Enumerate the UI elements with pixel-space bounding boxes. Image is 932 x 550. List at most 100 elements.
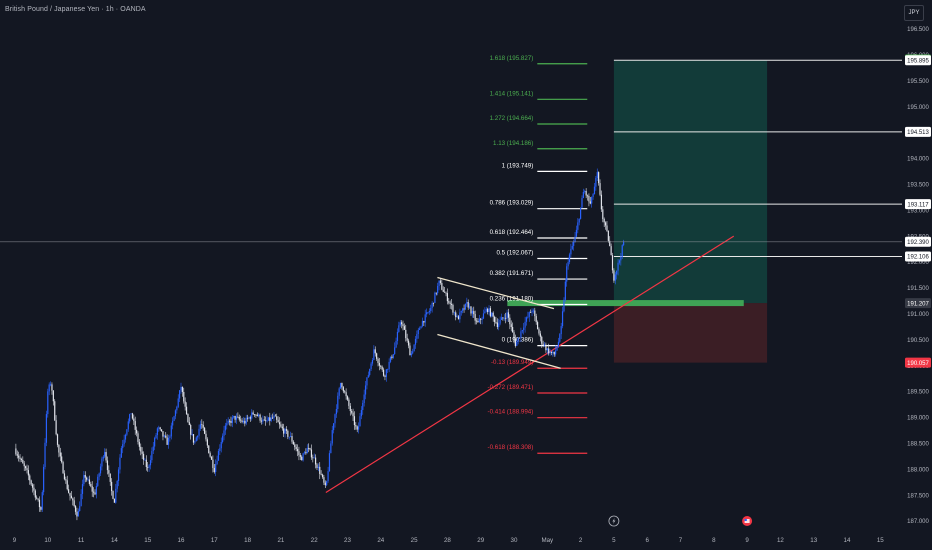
- candle-body: [291, 436, 293, 442]
- candle-body: [160, 429, 163, 432]
- candle-body: [459, 312, 461, 320]
- x-tick-label: 11: [78, 537, 85, 544]
- candle-body: [521, 330, 523, 332]
- candle-body: [611, 255, 614, 271]
- time-axis[interactable]: 9 10 11 14 15 16 17 18 21 22 23 24 25 28 29 30 May 2 5 6 7 8 9…: [13, 537, 885, 544]
- currency-button[interactable]: JPY: [904, 5, 924, 21]
- candle-body: [364, 385, 367, 395]
- target-zone: [613, 60, 768, 304]
- candle-body: [273, 415, 275, 419]
- candle-body: [281, 426, 283, 429]
- candle-body: [423, 321, 425, 323]
- candle-body: [506, 312, 508, 319]
- candle-body: [162, 431, 164, 437]
- candle-body: [317, 466, 319, 468]
- fib-level-label: 0.236 (191.180): [490, 295, 534, 302]
- y-tick-label: 191.000: [907, 312, 929, 318]
- candle-body: [84, 475, 86, 478]
- candle-body: [222, 435, 224, 442]
- candle-body: [247, 417, 249, 419]
- candle-body: [140, 446, 142, 452]
- candle-body: [584, 191, 586, 193]
- candle-body: [392, 354, 394, 358]
- candle-body: [326, 481, 328, 486]
- candle-body: [256, 414, 258, 416]
- candle-body: [503, 317, 505, 319]
- candle-body: [391, 356, 393, 358]
- price-label-box: [905, 298, 931, 309]
- candle-body: [194, 441, 196, 443]
- candle-body: [15, 448, 17, 455]
- candle-body: [495, 321, 497, 323]
- candle-body: [488, 308, 490, 313]
- x-tick-label: 10: [44, 537, 51, 544]
- candle-body: [548, 348, 550, 354]
- candle-body: [463, 308, 465, 310]
- candle-body: [259, 414, 261, 421]
- candle-body: [38, 499, 41, 508]
- candle-body: [51, 384, 53, 391]
- candle-body: [198, 428, 200, 436]
- candle-body: [610, 246, 612, 256]
- candle-body: [72, 498, 74, 501]
- candle-body: [27, 470, 29, 476]
- candle-body: [600, 194, 603, 210]
- candle-body: [233, 415, 235, 418]
- candle-body: [351, 411, 353, 413]
- candle-body: [226, 423, 228, 426]
- y-tick-label: 193.500: [907, 183, 929, 189]
- candle-body: [302, 453, 304, 461]
- candle-body: [55, 420, 57, 435]
- candle-body: [348, 399, 350, 406]
- candle-body: [384, 375, 386, 377]
- candle-body: [237, 416, 239, 418]
- candle-body: [352, 412, 354, 417]
- candle-body: [187, 414, 189, 423]
- x-tick-label: 16: [178, 537, 185, 544]
- candle-body: [271, 417, 274, 419]
- candle-body: [342, 387, 344, 392]
- stop-zone: [613, 303, 768, 363]
- candle-body: [602, 209, 604, 219]
- candle-body: [74, 506, 77, 512]
- candle-body: [402, 324, 404, 327]
- candle-body: [545, 344, 547, 351]
- candle-body: [389, 356, 392, 362]
- candle-body: [120, 448, 122, 458]
- candle-body: [276, 416, 278, 420]
- candle-body: [101, 458, 103, 467]
- candle-body: [456, 316, 458, 318]
- candle-body: [210, 456, 213, 460]
- candle-body: [159, 427, 161, 430]
- candle-body: [299, 455, 301, 457]
- candle-body: [420, 326, 422, 329]
- candle-body: [119, 457, 121, 470]
- candle-body: [406, 338, 408, 341]
- candle-body: [580, 207, 582, 219]
- candle-body: [457, 316, 460, 320]
- x-tick-label: May: [541, 537, 554, 544]
- candle-body: [442, 289, 444, 292]
- candle-body: [147, 466, 149, 468]
- candle-body: [591, 196, 593, 204]
- candle-body: [492, 312, 494, 317]
- candle-body: [56, 434, 59, 445]
- candle-body: [213, 467, 215, 473]
- price-axis[interactable]: 187.000 187.500 188.000 188.500 189.000 189.5…: [905, 27, 931, 525]
- candle-body: [550, 351, 553, 353]
- x-tick-label: 6: [645, 537, 649, 544]
- candle-body: [142, 453, 145, 460]
- price-label-box: [905, 126, 931, 137]
- candle-body: [527, 316, 529, 318]
- candle-body: [462, 308, 464, 311]
- x-tick-label: 25: [411, 537, 418, 544]
- candle-body: [369, 369, 371, 376]
- candle-body: [26, 468, 28, 471]
- candle-body: [593, 186, 596, 195]
- fib-level-label: 0.786 (193.029): [490, 200, 534, 207]
- candle-body: [469, 306, 471, 308]
- candle-body: [208, 445, 210, 454]
- candle-body: [287, 430, 289, 437]
- candle-body: [541, 336, 543, 344]
